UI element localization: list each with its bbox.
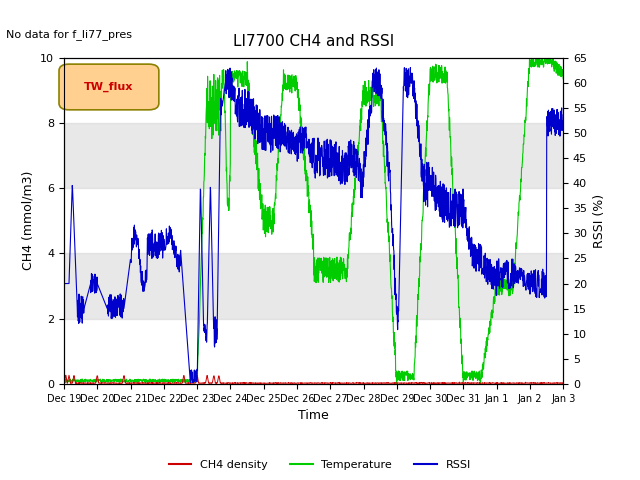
Bar	[64, 253, 563, 319]
Text: TW_flux: TW_flux	[84, 82, 134, 92]
Bar	[64, 123, 563, 188]
Legend: CH4 density, Temperature, RSSI: CH4 density, Temperature, RSSI	[164, 456, 476, 474]
Title: LI7700 CH4 and RSSI: LI7700 CH4 and RSSI	[233, 35, 394, 49]
FancyBboxPatch shape	[59, 64, 159, 110]
Y-axis label: RSSI (%): RSSI (%)	[593, 194, 605, 248]
Y-axis label: CH4 (mmol/m3): CH4 (mmol/m3)	[22, 171, 35, 271]
Text: No data for f_li77_pres: No data for f_li77_pres	[6, 29, 132, 40]
X-axis label: Time: Time	[298, 409, 329, 422]
